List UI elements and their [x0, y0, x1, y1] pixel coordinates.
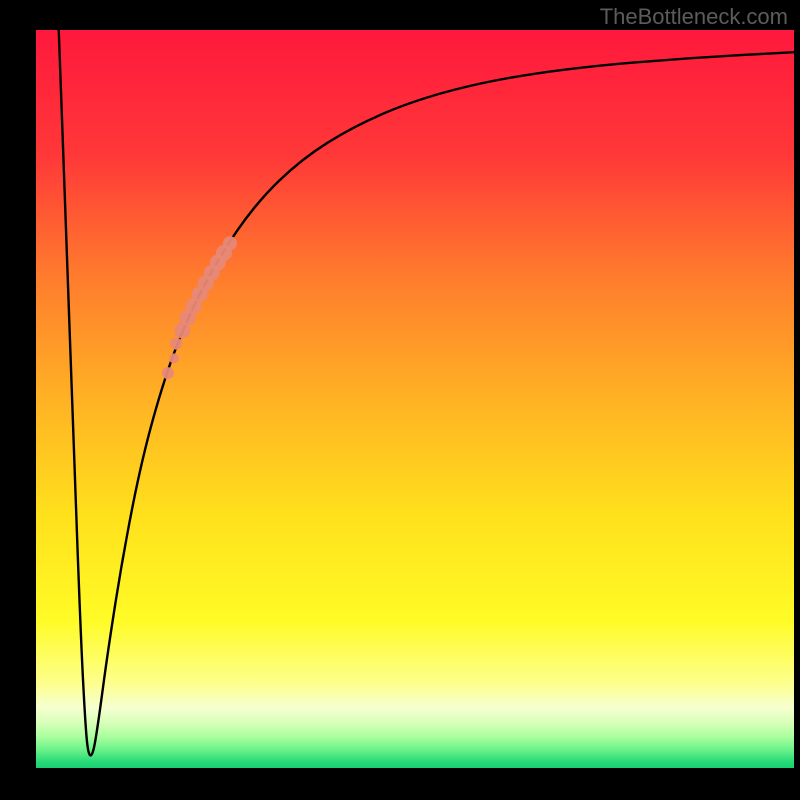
plot-background [36, 30, 794, 768]
data-marker [169, 353, 179, 363]
bottleneck-chart: TheBottleneck.com [0, 0, 800, 800]
data-marker [170, 338, 182, 350]
data-marker [162, 367, 174, 379]
chart-svg [0, 0, 800, 800]
data-marker [223, 236, 237, 250]
watermark-text: TheBottleneck.com [600, 4, 788, 30]
